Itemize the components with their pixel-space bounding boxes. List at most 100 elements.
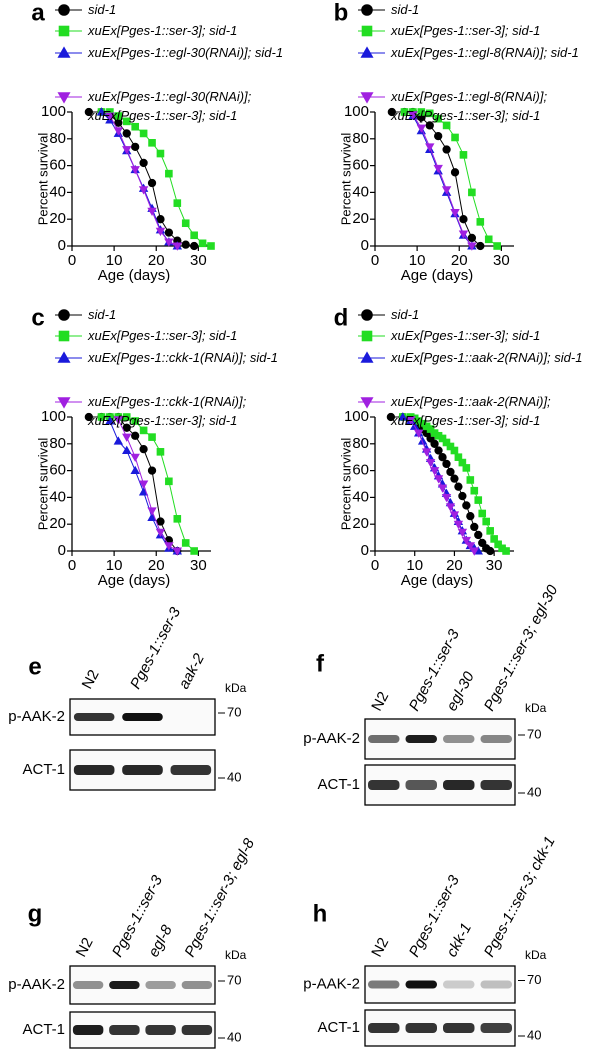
x-tick-label: 10 [106,557,123,574]
data-point [122,129,131,138]
panel-label: a [31,0,45,26]
legend-marker [58,25,70,37]
data-point [467,242,477,251]
data-point [130,465,140,475]
data-point [461,536,472,546]
data-point [97,413,106,421]
data-point [181,539,190,547]
data-point [425,121,434,130]
y-tick-label: 40 [352,488,369,505]
legend-label: xuEx[Pges-1::aak-2(RNAi)]; sid-1 [391,350,583,365]
legend-label: xuEx[Pges-1::aak-2(RNAi)]; xuEx[Pges-1::… [391,394,551,428]
kda-marker: 70 [227,972,241,987]
legend-marker [361,309,373,321]
data-point [181,219,190,228]
y-tick-label: 0 [361,542,369,559]
x-tick-label: 20 [451,252,468,269]
data-point [441,493,452,503]
data-point [172,547,183,556]
data-point [114,112,123,120]
data-point [469,547,480,556]
data-point [453,520,464,530]
data-point [442,438,451,447]
data-point [164,228,174,237]
data-point [130,453,140,463]
blot-band [480,980,512,989]
data-point [122,423,131,432]
x-axis-title: Age (days) [98,572,171,589]
x-tick-label: 30 [190,557,207,574]
x-tick-label: 30 [486,557,503,574]
data-point [458,458,467,467]
row-label: ACT-1 [22,1021,65,1038]
y-tick-label: 100 [41,103,66,120]
data-point [155,528,166,538]
data-point [454,453,463,462]
survival-curve [101,416,195,552]
row-label: ACT-1 [317,1019,360,1036]
data-point [181,240,190,249]
y-axis-title: Percent survival [35,438,50,531]
blot-band [368,780,400,790]
lane-label: N2 [73,935,97,960]
data-point [156,448,165,456]
data-point [190,241,199,251]
data-point [466,476,475,484]
x-tick-label: 0 [371,557,379,574]
x-tick-label: 20 [148,252,165,269]
x-tick-label: 20 [148,557,165,574]
y-tick-label: 60 [352,157,369,174]
blot-band [73,713,115,721]
y-tick-label: 20 [352,210,369,227]
blot-band [405,735,437,743]
data-point [494,540,502,549]
data-point [486,546,495,556]
data-point [445,503,456,512]
lane-label: N2 [368,689,392,714]
data-point [459,215,468,224]
y-tick-label: 60 [49,157,66,174]
data-point [138,480,149,489]
x-tick-label: 0 [68,252,76,269]
legend-marker [58,309,70,321]
lane-label: ckk-1 [443,920,475,960]
data-point [450,446,459,455]
lane-label: Pges-1::ser-3 [127,604,184,692]
lane-label: N2 [79,667,103,692]
data-point [155,227,166,237]
blot-band [181,981,213,989]
legend-label: sid-1 [391,307,420,322]
data-point [130,166,140,175]
legend-marker [57,351,71,363]
x-axis-title: Age (days) [401,572,474,589]
data-point [430,439,439,448]
data-point [490,535,498,543]
data-point [147,207,157,216]
blot-band [145,1025,176,1035]
unit-label: kDa [225,681,247,695]
legend-label: xuEx[Pges-1::ser-3]; sid-1 [88,23,238,38]
survival-curve [412,115,473,247]
kda-marker: 70 [527,726,541,741]
data-point [113,127,124,136]
kda-marker: 40 [527,784,541,799]
data-point [425,143,435,152]
y-tick-label: 20 [352,515,369,532]
data-point [441,186,452,195]
kda-marker: 40 [527,1027,541,1042]
data-point [459,151,468,159]
blot-frame [69,965,216,1005]
legend-label: xuEx[Pges-1::egl-30(RNAi)]; sid-1 [88,45,284,60]
legend-marker [57,397,71,409]
y-tick-label: 80 [352,435,369,452]
data-point [470,522,479,532]
data-point [417,108,426,116]
data-point [446,467,455,477]
data-point [465,542,476,551]
x-tick-label: 10 [409,252,426,269]
y-tick-label: 40 [49,488,66,505]
data-point [165,169,173,178]
survival-curve [412,114,473,247]
blot-band [405,780,437,790]
blot-band [405,1023,437,1033]
